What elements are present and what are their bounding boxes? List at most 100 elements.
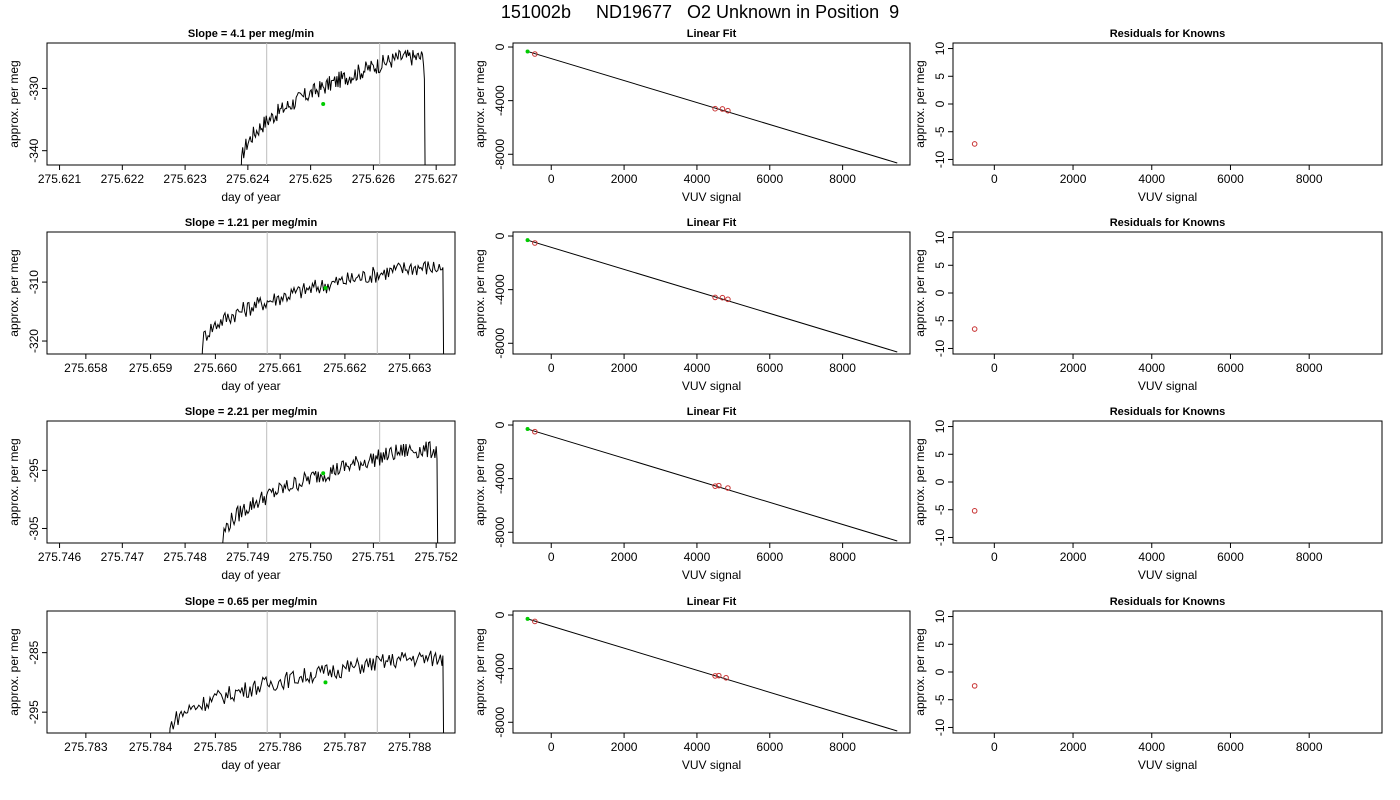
- unknown-point: [525, 616, 530, 621]
- x-tick-label: 275.663: [388, 361, 432, 375]
- panel-title: Slope = 4.1 per meg/min: [188, 28, 315, 40]
- y-tick-label: 5: [933, 451, 947, 458]
- plot-frame: [512, 610, 911, 734]
- plot-frame: [952, 231, 1383, 355]
- known-point: [532, 618, 538, 625]
- panel-r3c1: Slope = 2.21 per meg/min 275.746 275.747 27…: [7, 406, 458, 582]
- data-layer: [525, 238, 898, 353]
- x-tick-label: 4000: [1138, 550, 1165, 564]
- x-axis-label: VUV signal: [682, 568, 741, 582]
- x-axis-label: day of year: [221, 379, 280, 393]
- x-tick-label: 8000: [1296, 550, 1323, 564]
- y-tick-label: 5: [933, 641, 947, 648]
- plot-frame: [46, 42, 456, 166]
- y-tick-label: -295: [27, 700, 41, 724]
- x-axis-label: VUV signal: [682, 379, 741, 393]
- x-tick-label: 8000: [829, 172, 856, 186]
- x-tick-label: 0: [548, 550, 555, 564]
- panel-title: Linear Fit: [687, 406, 737, 418]
- x-tick-label: 2000: [1060, 172, 1087, 186]
- y-tick-label: -8000: [493, 139, 507, 170]
- x-tick-label: 275.751: [352, 550, 396, 564]
- x-tick-label: 2000: [611, 361, 638, 375]
- plot-frame: [46, 420, 456, 544]
- x-tick-label: 2000: [611, 172, 638, 186]
- x-tick-label: 275.749: [226, 550, 270, 564]
- x-tick-label: 0: [991, 361, 998, 375]
- plot-frame: [952, 420, 1383, 544]
- y-tick-label: 0: [493, 611, 507, 618]
- x-tick-label: 0: [548, 172, 555, 186]
- panel-title: Residuals for Knowns: [1110, 28, 1226, 40]
- y-tick-label: 0: [933, 100, 947, 107]
- known-point: [723, 674, 729, 681]
- known-point: [971, 326, 978, 332]
- y-tick-label: -320: [27, 329, 41, 353]
- data-layer: [525, 49, 898, 164]
- known-point: [971, 141, 978, 147]
- x-tick-label: 4000: [684, 740, 711, 754]
- panel-title: Residuals for Knowns: [1110, 596, 1226, 608]
- known-point: [725, 296, 731, 303]
- y-tick-label: 0: [493, 43, 507, 50]
- x-tick-label: 6000: [1217, 740, 1244, 754]
- y-tick-label: -8000: [493, 707, 507, 738]
- plot-frame: [46, 231, 456, 355]
- x-tick-label: 8000: [829, 550, 856, 564]
- x-tick-label: 6000: [1217, 172, 1244, 186]
- y-tick-label: -5: [933, 315, 947, 326]
- y-tick-label: -10: [933, 339, 947, 357]
- panel-r4c2: Linear Fit 0 2000 4000 6000 8000 0 -4000 -8000 VU…: [473, 596, 911, 772]
- panel-r3c3: Residuals for Knowns 0 2000 4000 6000 8000 10 5…: [913, 406, 1383, 582]
- panel-r1c1: Slope = 4.1 per meg/min 275.621 275.622 275…: [7, 28, 458, 204]
- x-tick-label: 2000: [1060, 550, 1087, 564]
- x-tick-label: 275.627: [414, 172, 458, 186]
- y-axis-label: approx. per meg: [7, 60, 21, 147]
- x-tick-label: 6000: [1217, 361, 1244, 375]
- x-axis-label: VUV signal: [682, 758, 741, 772]
- fit-line: [527, 618, 898, 732]
- x-axis-label: VUV signal: [1138, 190, 1197, 204]
- x-tick-label: 4000: [684, 550, 711, 564]
- signal-trace: [201, 260, 445, 354]
- x-tick-label: 4000: [1138, 172, 1165, 186]
- x-tick-label: 275.783: [64, 740, 108, 754]
- x-tick-label: 275.623: [163, 172, 207, 186]
- panel-r4c3: Residuals for Knowns 0 2000 4000 6000 8000 10 5…: [913, 596, 1383, 772]
- plot-frame: [512, 42, 911, 166]
- y-tick-label: -5: [933, 126, 947, 137]
- data-layer: [971, 683, 978, 689]
- data-layer: [971, 326, 978, 332]
- figure-title: 151002b ND19677 O2 Unknown in Position 9: [500, 2, 900, 22]
- x-tick-label: 2000: [611, 740, 638, 754]
- x-tick-label: 275.752: [414, 550, 458, 564]
- y-axis-label: approx. per meg: [473, 438, 487, 525]
- x-axis-label: VUV signal: [1138, 758, 1197, 772]
- data-layer: [222, 421, 439, 543]
- panel-r3c2: Linear Fit 0 2000 4000 6000 8000 0 -4000 -8000 VU…: [473, 406, 911, 582]
- y-tick-label: 0: [933, 478, 947, 485]
- y-axis-label: approx. per meg: [473, 249, 487, 336]
- x-axis-label: VUV signal: [1138, 379, 1197, 393]
- x-tick-label: 6000: [756, 361, 783, 375]
- panel-title: Slope = 2.21 per meg/min: [185, 406, 318, 418]
- unknown-point: [525, 49, 530, 54]
- x-tick-label: 8000: [829, 361, 856, 375]
- known-point: [971, 508, 978, 514]
- data-layer: [971, 141, 978, 147]
- data-layer: [201, 232, 445, 354]
- x-tick-label: 0: [548, 361, 555, 375]
- known-point: [715, 672, 722, 679]
- signal-trace: [240, 49, 426, 165]
- x-tick-label: 6000: [756, 172, 783, 186]
- y-axis-label: approx. per meg: [7, 438, 21, 525]
- x-tick-label: 275.661: [258, 361, 302, 375]
- known-point: [532, 240, 538, 246]
- plot-frame: [512, 420, 911, 544]
- x-tick-label: 0: [991, 740, 998, 754]
- signal-trace: [222, 440, 439, 543]
- x-tick-label: 8000: [829, 740, 856, 754]
- y-axis-label: approx. per meg: [473, 60, 487, 147]
- y-axis-label: approx. per meg: [7, 628, 21, 715]
- x-tick-label: 275.622: [101, 172, 145, 186]
